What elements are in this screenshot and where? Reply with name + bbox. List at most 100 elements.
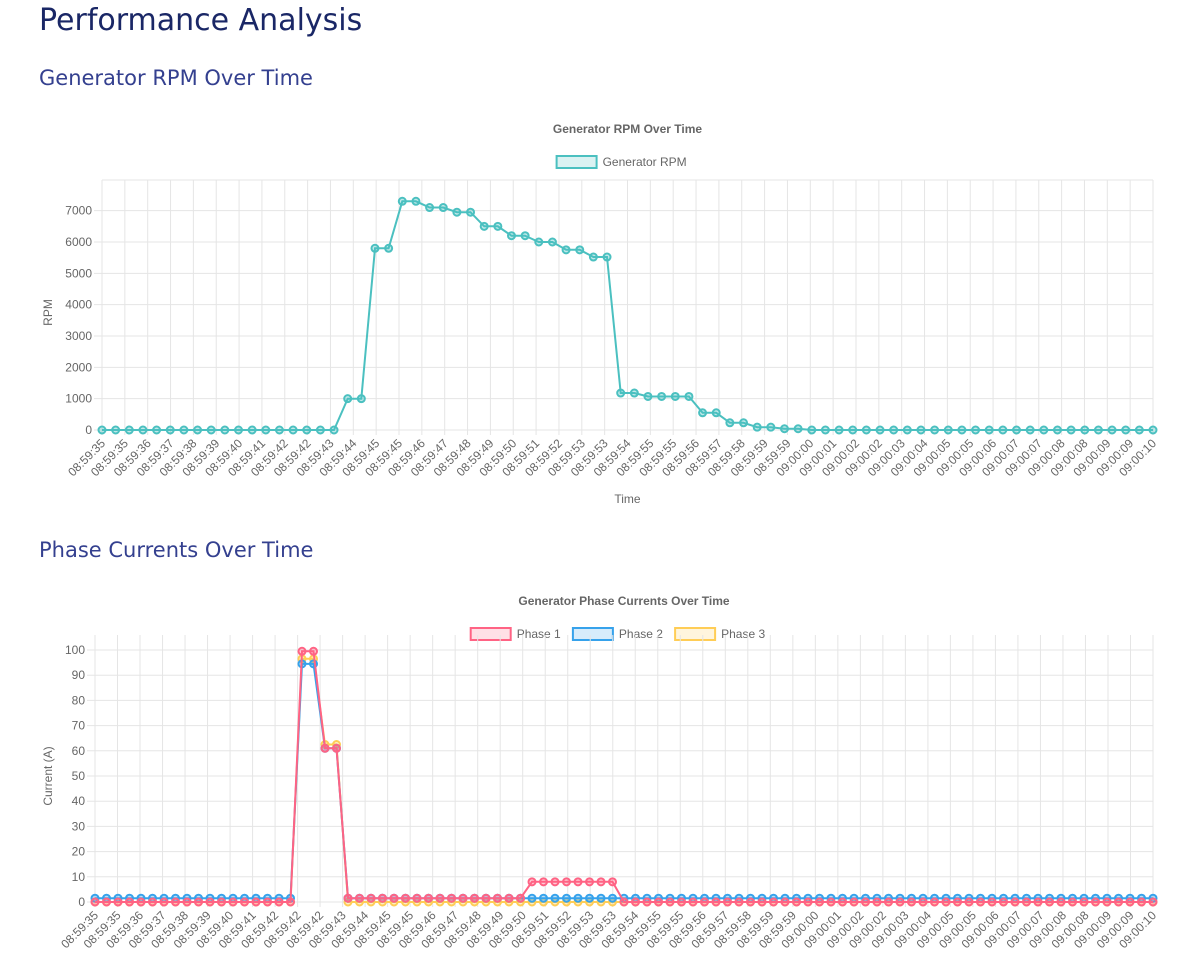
y-tick-label: 0 — [78, 895, 85, 909]
data-point — [220, 425, 230, 435]
data-point — [159, 897, 169, 907]
data-point — [138, 425, 148, 435]
data-point — [527, 893, 537, 903]
data-point — [1079, 897, 1089, 907]
data-point — [247, 425, 257, 435]
data-point — [573, 893, 583, 903]
data-point — [953, 897, 962, 907]
data-point — [875, 425, 885, 435]
data-point — [356, 394, 366, 404]
data-point — [401, 893, 410, 903]
y-axis-label: RPM — [41, 299, 55, 326]
data-point — [240, 897, 249, 907]
data-point — [470, 893, 479, 903]
data-point — [616, 388, 626, 398]
data-point — [964, 897, 974, 907]
y-tick-label: 10 — [72, 870, 86, 884]
data-point — [1012, 425, 1022, 435]
data-point — [711, 897, 721, 907]
data-point — [930, 425, 940, 435]
data-point — [654, 897, 663, 907]
data-point — [766, 422, 776, 432]
data-point — [343, 893, 353, 903]
data-point — [493, 221, 503, 231]
data-point — [684, 391, 694, 401]
data-point — [1010, 897, 1020, 907]
data-point — [1091, 897, 1100, 907]
data-point — [458, 893, 468, 903]
rpm-chart: Generator RPM Over Time Generator RPM 0 100… — [41, 122, 1159, 506]
data-point — [629, 388, 639, 398]
data-point — [608, 893, 617, 903]
data-point — [366, 893, 376, 903]
legend-swatch-3 — [674, 627, 717, 641]
data-point — [320, 743, 330, 753]
data-point — [274, 897, 284, 907]
data-point — [286, 897, 295, 907]
data-point — [792, 897, 801, 907]
data-point — [179, 425, 189, 435]
data-point — [561, 245, 571, 255]
data-point — [438, 203, 448, 213]
data-point — [194, 897, 203, 907]
data-point — [182, 897, 192, 907]
data-point — [539, 877, 548, 887]
data-point — [657, 391, 667, 401]
data-point — [916, 425, 926, 435]
data-point — [1148, 897, 1158, 907]
chart-title: Generator RPM Over Time — [553, 122, 702, 136]
data-point — [907, 897, 916, 907]
data-point — [739, 418, 749, 428]
data-point — [124, 425, 134, 435]
data-point — [643, 391, 653, 401]
series-line-1 — [95, 650, 1153, 903]
data-point — [435, 893, 445, 903]
y-tick-label: 80 — [72, 693, 86, 707]
y-tick-label: 0 — [85, 423, 92, 437]
data-point — [585, 893, 594, 903]
data-point — [725, 418, 735, 428]
y-tick-label: 100 — [65, 643, 85, 657]
data-point — [688, 897, 698, 907]
data-point — [807, 425, 817, 435]
y-tick-label: 6000 — [65, 235, 92, 249]
data-point — [504, 893, 514, 903]
legend-label-2: Phase 2 — [619, 627, 663, 641]
data-point — [539, 893, 548, 903]
data-point — [466, 207, 476, 217]
data-point — [608, 877, 617, 887]
data-point — [165, 425, 175, 435]
data-point — [757, 897, 767, 907]
data-point — [1056, 897, 1066, 907]
data-point — [562, 893, 571, 903]
data-point — [838, 897, 847, 907]
legend-label-1: Generator RPM — [603, 155, 687, 169]
data-point — [370, 243, 380, 253]
data-point — [389, 893, 399, 903]
data-point — [815, 897, 824, 907]
legend-label-3: Phase 3 — [721, 627, 765, 641]
data-point — [588, 252, 598, 262]
data-point — [520, 231, 530, 241]
data-point — [987, 897, 997, 907]
data-point — [516, 893, 525, 903]
phase-section-heading: Phase Currents Over Time — [39, 538, 314, 562]
data-point — [447, 893, 456, 903]
data-point — [506, 231, 516, 241]
data-point — [957, 425, 967, 435]
data-point — [228, 897, 238, 907]
data-point — [1080, 425, 1090, 435]
data-point — [527, 877, 537, 887]
y-tick-label: 90 — [72, 668, 86, 682]
data-point — [479, 221, 489, 231]
data-point — [984, 425, 994, 435]
data-point — [793, 424, 803, 434]
data-point — [171, 897, 180, 907]
data-point — [90, 897, 100, 907]
data-point — [575, 245, 585, 255]
data-point — [384, 243, 394, 253]
data-point — [895, 897, 905, 907]
data-point — [547, 237, 557, 247]
data-point — [585, 877, 594, 887]
data-point — [861, 897, 870, 907]
